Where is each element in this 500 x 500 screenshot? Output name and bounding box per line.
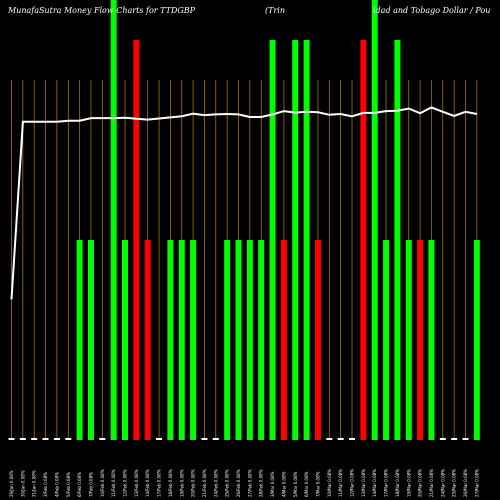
x-tick-label: 27/Feb 0.08% xyxy=(247,469,252,497)
x-tick-label: 21/Mar 0.08% xyxy=(429,469,434,497)
flow-bar xyxy=(190,240,197,440)
x-tick-label: 7/Mar 0.08% xyxy=(315,471,320,497)
flow-bar xyxy=(473,240,480,440)
flow-bar xyxy=(8,438,15,440)
flow-bar xyxy=(167,240,174,440)
x-tick-label: 18/Mar 0.08% xyxy=(395,469,400,497)
flow-bar xyxy=(417,240,424,440)
flow-bar xyxy=(451,438,458,440)
x-tick-label: 6/Feb 0.08% xyxy=(77,472,82,497)
flow-bar xyxy=(110,0,117,440)
flow-bar xyxy=(269,40,276,440)
x-tick-label: 27/Mar 0.08% xyxy=(474,469,479,497)
flow-bar xyxy=(212,438,219,440)
flow-bar xyxy=(326,438,333,440)
x-tick-label: 3/Feb 0.08% xyxy=(43,472,48,497)
flow-bar xyxy=(428,240,435,440)
flow-bar xyxy=(383,240,390,440)
x-tick-label: 20/Feb 0.08% xyxy=(191,469,196,497)
chart-title-right: idad and Tobago Dollar / Pou xyxy=(373,6,490,15)
x-tick-label: 26/Mar 0.08% xyxy=(463,469,468,497)
x-tick-label: 19/Mar 0.08% xyxy=(406,469,411,497)
x-tick-label: 19/Feb 0.08% xyxy=(179,469,184,497)
flow-bar xyxy=(133,40,140,440)
price-line xyxy=(10,106,477,300)
flow-bar xyxy=(235,240,242,440)
price-line-layer xyxy=(10,106,477,300)
flow-bar xyxy=(224,240,231,440)
x-tick-label: 10/Mar 0.08% xyxy=(327,469,332,497)
bar-series xyxy=(8,0,480,440)
x-tick-label: 5/Mar 0.08% xyxy=(293,471,298,497)
flow-bar xyxy=(42,438,49,440)
flow-bar xyxy=(156,438,163,440)
flow-bar xyxy=(371,0,378,440)
x-tick-label: 28/Feb 0.08% xyxy=(259,469,264,497)
x-tick-label: 24/Feb 0.08% xyxy=(213,469,218,497)
x-tick-labels: 29/Jan 0.08% 30/Jan 0.08% 31/Jan 0.08% 3/Fe… xyxy=(9,469,479,497)
flow-bar xyxy=(201,438,208,440)
flow-bar xyxy=(405,240,412,440)
x-tick-label: 4/Mar 0.08% xyxy=(281,471,286,497)
chart-title-middle: (Trin xyxy=(265,6,285,15)
x-tick-label: 13/Feb 0.08% xyxy=(134,469,139,497)
x-tick-label: 7/Feb 0.08% xyxy=(88,472,93,497)
flow-bar xyxy=(76,240,83,440)
flow-bar xyxy=(246,240,253,440)
flow-bar xyxy=(19,438,26,440)
flow-bar xyxy=(258,240,265,440)
flow-bar xyxy=(314,240,321,440)
x-tick-label: 25/Feb 0.08% xyxy=(225,469,230,497)
flow-bar xyxy=(439,438,446,440)
flow-bar xyxy=(280,240,287,440)
x-tick-label: 17/Feb 0.08% xyxy=(157,469,162,497)
flow-bar xyxy=(360,40,367,440)
x-tick-label: 20/Mar 0.08% xyxy=(418,469,423,497)
flow-bar xyxy=(292,40,299,440)
flow-bar xyxy=(303,40,310,440)
flow-bar xyxy=(87,240,94,440)
x-tick-label: 11/Feb 0.08% xyxy=(111,469,116,497)
flow-bar xyxy=(99,438,106,440)
x-tick-label: 11/Mar 0.08% xyxy=(338,469,343,497)
flow-bar xyxy=(178,240,185,440)
flow-bar xyxy=(144,240,151,440)
x-tick-label: 12/Feb 0.08% xyxy=(123,469,128,497)
flow-bar xyxy=(31,438,38,440)
flow-bar xyxy=(122,240,128,440)
x-tick-label: 21/Feb 0.08% xyxy=(202,469,207,497)
flow-bar xyxy=(337,438,344,440)
flow-bar xyxy=(394,40,401,440)
x-tick-label: 12/Mar 0.08% xyxy=(350,469,355,497)
x-tick-label: 3/Mar 0.08% xyxy=(270,471,275,497)
x-tick-label: 18/Feb 0.08% xyxy=(168,469,173,497)
x-tick-label: 6/Mar 0.08% xyxy=(304,471,309,497)
chart-title-left: MunafaSutra Money Flow Charts for TTDGBP xyxy=(7,6,196,15)
x-tick-label: 24/Mar 0.08% xyxy=(440,469,445,497)
x-tick-label: 14/Mar 0.08% xyxy=(372,469,377,497)
x-tick-label: 4/Feb 0.08% xyxy=(54,472,59,497)
x-tick-label: 5/Feb 0.08% xyxy=(66,472,71,497)
flow-bar xyxy=(349,438,355,440)
x-tick-label: 10/Feb 0.08% xyxy=(100,469,105,497)
x-tick-label: 25/Mar 0.08% xyxy=(452,469,457,497)
flow-bar xyxy=(65,438,72,440)
flow-bar xyxy=(53,438,60,440)
x-tick-label: 29/Jan 0.08% xyxy=(9,470,14,497)
x-tick-label: 13/Mar 0.08% xyxy=(361,469,366,497)
flow-bar xyxy=(462,438,469,440)
x-tick-label: 26/Feb 0.08% xyxy=(236,469,241,497)
x-tick-label: 14/Feb 0.08% xyxy=(145,469,150,497)
x-tick-label: 30/Jan 0.08% xyxy=(20,470,25,497)
x-tick-label: 17/Mar 0.08% xyxy=(384,469,389,497)
x-tick-label: 31/Jan 0.08% xyxy=(32,470,37,497)
